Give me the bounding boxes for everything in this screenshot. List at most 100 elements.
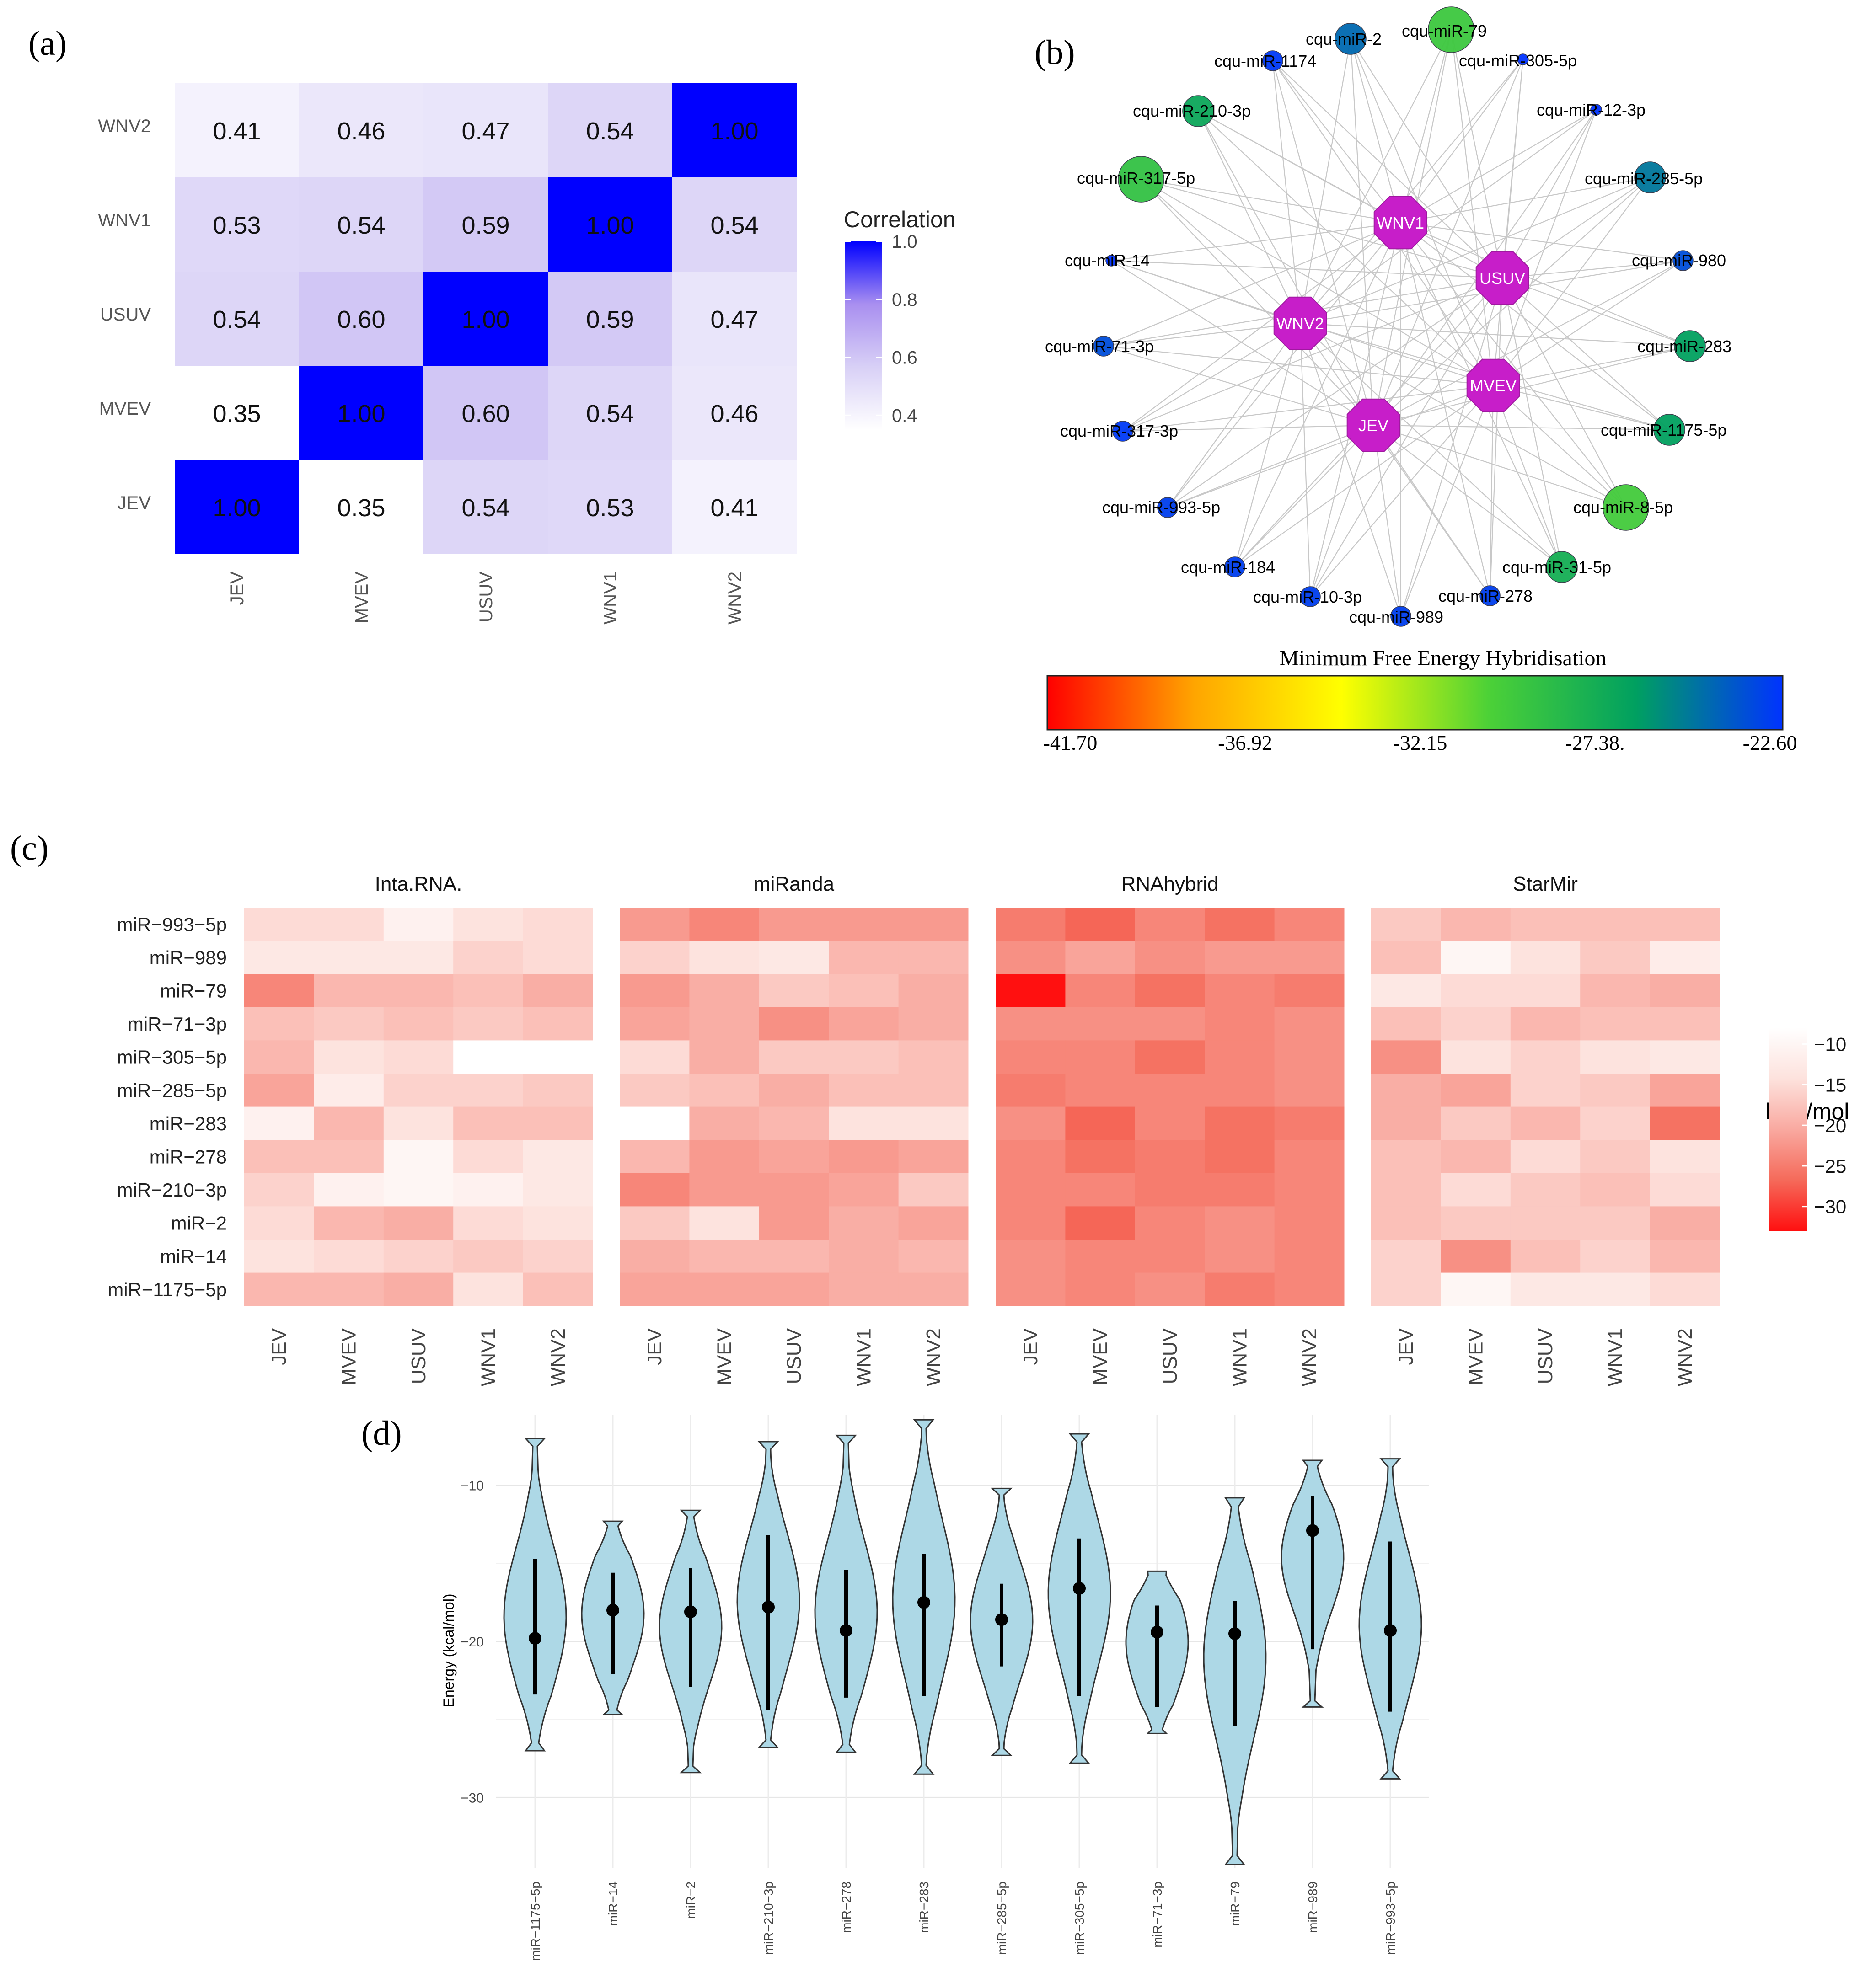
virus-hub-label: WNV2 — [1276, 314, 1324, 333]
heat-cell — [996, 1074, 1066, 1107]
heat-cell — [1205, 1007, 1275, 1041]
panel-b-label: (b) — [1034, 33, 1075, 72]
heat-cell — [523, 1106, 593, 1140]
network-edge — [1272, 60, 1401, 223]
panel-d-ylabel: Energy (kcal/mol) — [440, 1594, 457, 1708]
colorbar-tick-label: -41.70 — [1043, 731, 1098, 754]
corr-cell-label: 0.46 — [337, 118, 385, 145]
heat-cell — [689, 1206, 760, 1240]
facet-col-label: USUV — [1534, 1328, 1557, 1384]
corr-cell — [672, 272, 797, 366]
network-edge — [1350, 38, 1401, 223]
heat-cell — [620, 1173, 690, 1207]
heat-cell — [523, 1240, 593, 1273]
mirna-node — [1118, 156, 1164, 203]
heat-cell — [244, 908, 314, 941]
row-label: miR−71−3p — [128, 1013, 227, 1035]
network-edge — [1493, 260, 1683, 386]
facet-col-label: MVEV — [338, 1328, 360, 1385]
panel-d-label: (d) — [361, 1414, 402, 1453]
heat-cell — [1205, 1140, 1275, 1174]
heat-cell — [898, 1206, 969, 1240]
heat-cell — [689, 1106, 760, 1140]
network-edge — [1299, 323, 1402, 617]
corr-cell — [672, 366, 797, 460]
heat-cell — [523, 1140, 593, 1174]
heat-cell — [1650, 1040, 1720, 1074]
heat-cell — [1580, 1074, 1651, 1107]
heat-cell — [1274, 1272, 1345, 1306]
network-edge — [1372, 59, 1524, 426]
heat-cell — [244, 1007, 314, 1041]
panel-b-colorbar: Minimum Free Energy Hybridisation -41.70… — [1043, 646, 1797, 754]
corr-cell-label: 0.53 — [586, 494, 634, 522]
heat-cell — [314, 1206, 384, 1240]
corr-cell-label: 1.00 — [461, 306, 509, 333]
heat-cell — [1510, 1040, 1581, 1074]
corr-cell-label: 0.35 — [337, 494, 385, 522]
network-edge — [1310, 278, 1503, 597]
heat-cell — [453, 1272, 524, 1306]
corr-cell-label: 0.47 — [461, 118, 509, 145]
heat-cell — [383, 1240, 454, 1273]
x-tick-label: miR−71−3p — [1150, 1881, 1164, 1948]
row-label: MVEV — [99, 399, 151, 419]
network-edge — [1372, 425, 1402, 617]
corr-cell-label: 0.54 — [586, 118, 634, 145]
heat-cell — [383, 1272, 454, 1306]
corr-cell — [423, 272, 548, 366]
heat-cell — [689, 1074, 760, 1107]
corr-cell — [672, 83, 797, 177]
network-edge — [1141, 179, 1494, 386]
colorbar-tick-label: -22.60 — [1743, 731, 1797, 754]
heat-cell — [244, 941, 314, 974]
network-edge — [1300, 323, 1562, 567]
heat-cell — [898, 1106, 969, 1140]
network-edge — [1141, 178, 1503, 279]
heat-cell — [759, 941, 829, 974]
heat-cell — [453, 1140, 524, 1174]
heat-cell — [689, 1040, 760, 1074]
heat-cell — [1650, 908, 1720, 941]
panel-a-cells — [175, 83, 797, 554]
network-edge — [1111, 222, 1401, 262]
network-edge — [1373, 425, 1562, 567]
network-edge — [1373, 345, 1690, 426]
mirna-node-label: cqu-miR-1175-5p — [1601, 421, 1726, 439]
panel-d-x-labels: miR−1175−5p miR−14 miR−2 miR−210−3p miR−278 m… — [528, 1881, 1398, 1961]
network-edge — [1450, 29, 1503, 278]
heat-cell — [383, 1040, 454, 1074]
network-edge — [1399, 222, 1491, 596]
heat-cell — [1135, 1173, 1205, 1207]
mirna-node — [1300, 586, 1321, 607]
heat-cell — [314, 1007, 384, 1041]
heat-cell — [759, 1140, 829, 1174]
heat-cell — [1135, 1206, 1205, 1240]
heat-cell — [1441, 1074, 1511, 1107]
heat-cell — [244, 1140, 314, 1174]
mirna-node-label: cqu-miR-184 — [1181, 558, 1275, 577]
heat-cell — [453, 1074, 524, 1107]
row-label: JEV — [118, 493, 151, 513]
heat-cell — [314, 1173, 384, 1207]
heat-cell — [523, 1007, 593, 1041]
heat-cell — [1371, 1206, 1441, 1240]
heat-cell — [453, 974, 524, 1008]
heat-cell — [996, 1206, 1066, 1240]
network-edge — [1234, 222, 1401, 567]
mean-point — [606, 1603, 619, 1617]
heat-cell — [829, 974, 899, 1008]
mean-point — [1151, 1625, 1163, 1639]
heat-cell — [453, 941, 524, 974]
heat-cell — [453, 1206, 524, 1240]
virus-hub-label: USUV — [1479, 269, 1525, 288]
colorbar-tick-label: -27.38. — [1565, 731, 1624, 754]
network-edge — [1300, 176, 1651, 324]
heat-cell — [1650, 974, 1720, 1008]
corr-cell — [175, 177, 299, 272]
heat-cell — [1371, 1007, 1441, 1041]
heat-cell — [523, 1040, 593, 1074]
panel-c-legend-ticks: −10 −15 −20 −25 −30 — [1802, 1034, 1846, 1218]
network-edge — [1493, 385, 1670, 431]
mirna-node-label: cqu-miR-10-3p — [1253, 588, 1362, 606]
